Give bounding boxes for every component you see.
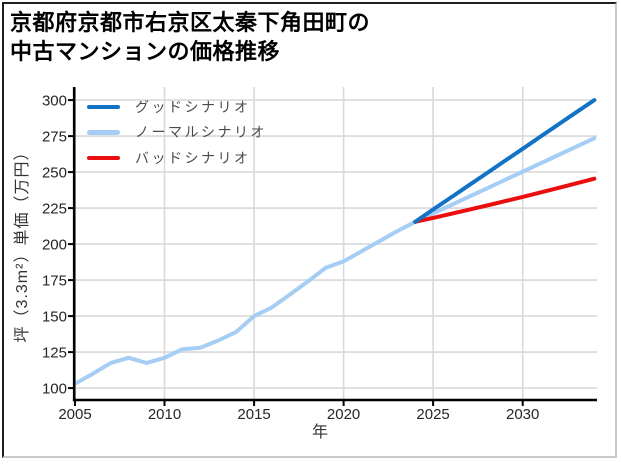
x-tick-label: 2015 xyxy=(237,406,270,423)
y-tick-label: 300 xyxy=(42,93,67,110)
series-line-bad xyxy=(413,176,597,224)
legend-item-normal: ノーマルシナリオ xyxy=(87,120,267,146)
chart-title: 京都府京都市右京区太秦下角田町の 中古マンションの価格推移 xyxy=(10,8,370,66)
legend-swatch-normal-line xyxy=(87,130,120,135)
legend-label-bad: バッドシナリオ xyxy=(135,149,251,166)
series-line-normal xyxy=(73,136,597,386)
legend-swatch-good-line xyxy=(87,104,120,109)
legend-label-good: グッドシナリオ xyxy=(135,98,251,115)
tick-labels: 100 125 150 175 200 225 250 275 300 2005 2010 2015 2… xyxy=(42,93,539,423)
x-tick-label: 2025 xyxy=(416,406,449,423)
legend-label-normal: ノーマルシナリオ xyxy=(135,124,267,141)
axes xyxy=(68,87,597,406)
chart-title-line1: 京都府京都市右京区太秦下角田町の xyxy=(10,10,371,35)
x-tick-label: 2020 xyxy=(327,406,360,423)
y-tick-label: 250 xyxy=(42,165,67,182)
x-tick-label: 2030 xyxy=(506,406,539,423)
y-tick-label: 100 xyxy=(42,381,67,398)
series-lines xyxy=(73,98,597,386)
x-axis-title: 年 xyxy=(311,424,328,441)
series-line-good xyxy=(413,98,597,224)
legend-swatch-bad-line xyxy=(87,155,120,160)
y-tick-label: 275 xyxy=(42,129,67,146)
y-tick-label: 200 xyxy=(42,237,67,254)
y-tick-label: 225 xyxy=(42,201,67,218)
y-axis-title: 坪（3.3m²）単価（万円） xyxy=(14,143,31,343)
x-tick-label: 2005 xyxy=(58,406,91,423)
x-tick-label: 2010 xyxy=(148,406,181,423)
image-border-frame xyxy=(2,2,617,458)
legend-item-bad: バッドシナリオ xyxy=(87,145,267,171)
y-tick-label: 175 xyxy=(42,273,67,290)
chart-title-line2: 中古マンションの価格推移 xyxy=(10,39,281,64)
legend-item-good: グッドシナリオ xyxy=(87,94,267,120)
y-tick-label: 125 xyxy=(42,345,67,362)
y-tick-label: 150 xyxy=(42,309,67,326)
legend: グッドシナリオ ノーマルシナリオ バッドシナリオ xyxy=(87,94,267,171)
